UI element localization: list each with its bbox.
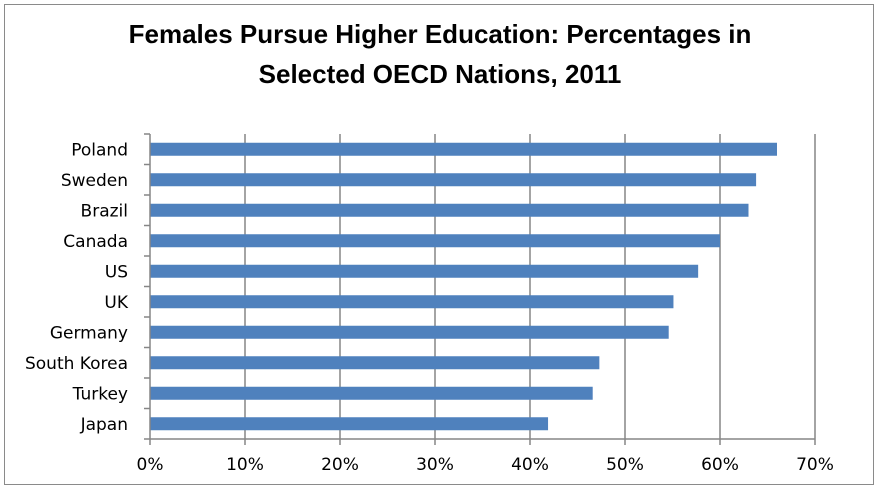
y-category-label: Poland [71,140,128,160]
tick-labels: 0% 10% 20% 30% 40% 50% 60% 70% Poland Sweden Brazi… [25,140,834,475]
x-tick-label: 30% [416,455,454,475]
y-category-label: Sweden [61,171,128,191]
x-tick-label: 60% [701,455,739,475]
bar-japan [150,417,549,431]
y-category-label: US [105,262,128,282]
chart-title: Females Pursue Higher Education: Percent… [0,14,880,94]
y-category-label: Germany [50,323,128,343]
bar-poland [150,142,777,156]
y-category-label: South Korea [25,354,128,374]
y-category-label: Canada [63,232,128,252]
axes [144,133,816,445]
x-tick-label: 20% [321,455,359,475]
y-category-label: Brazil [81,201,128,221]
chart-title-line-1: Females Pursue Higher Education: Percent… [128,19,752,49]
x-tick-label: 10% [226,455,264,475]
bar-uk [150,295,674,309]
y-category-label: Japan [80,415,128,435]
chart-title-line-2: Selected OECD Nations, 2011 [258,59,622,89]
y-category-label: Turkey [72,384,128,404]
x-tick-label: 40% [511,455,549,475]
bar-brazil [150,203,749,217]
y-category-label: UK [104,293,128,313]
bar-south-korea [150,356,600,370]
x-tick-label: 0% [137,455,164,475]
bar-us [150,264,699,278]
bar-germany [150,325,669,339]
bar-sweden [150,173,757,187]
bar-canada [150,234,720,248]
bars [150,142,777,431]
bar-turkey [150,386,593,400]
x-tick-label: 50% [606,455,644,475]
x-tick-label: 70% [796,455,834,475]
